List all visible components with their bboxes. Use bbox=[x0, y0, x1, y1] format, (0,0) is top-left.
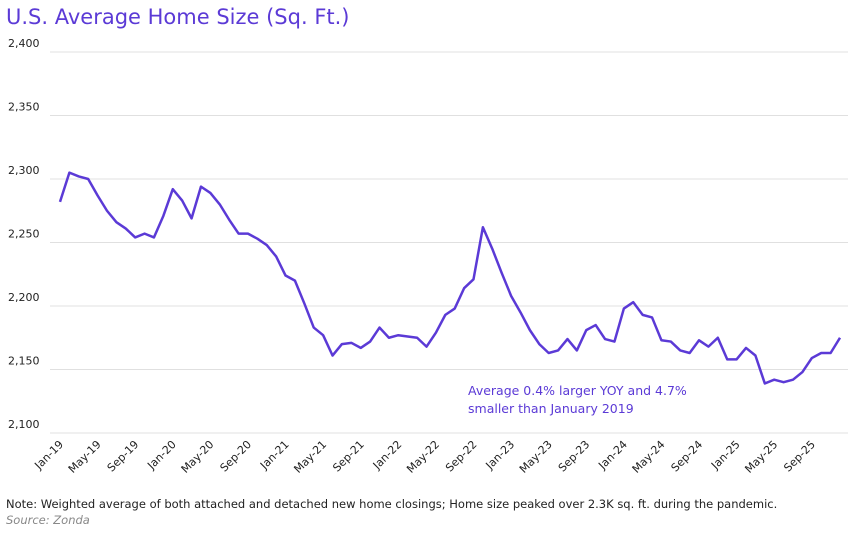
x-tick-label: Sep-22 bbox=[443, 438, 480, 475]
x-tick-label: May-21 bbox=[291, 438, 329, 476]
x-tick-label: Jan-19 bbox=[32, 438, 67, 473]
y-tick-label: 2,100 bbox=[8, 418, 40, 431]
x-tick-label: Jan-20 bbox=[144, 438, 179, 473]
x-tick-label: May-25 bbox=[742, 438, 780, 476]
note: Note: Weighted average of both attached … bbox=[6, 497, 777, 511]
line bbox=[58, 171, 842, 385]
x-tick-label: May-20 bbox=[179, 438, 217, 476]
annotation: Average 0.4% larger YOY and 4.7% bbox=[468, 383, 687, 398]
y-tick-label: 2,250 bbox=[8, 228, 40, 241]
y-tick-label: 2,150 bbox=[8, 355, 40, 368]
x-tick-label: Sep-25 bbox=[781, 438, 818, 475]
x-tick-label: Jan-24 bbox=[595, 438, 630, 473]
x-tick-label: Sep-20 bbox=[218, 438, 255, 475]
y-tick-label: 2,300 bbox=[8, 164, 40, 177]
x-tick-label: Jan-23 bbox=[483, 438, 518, 473]
y-tick-label: 2,400 bbox=[8, 37, 40, 50]
source: Source: Zonda bbox=[6, 513, 90, 527]
x-tick-label: Sep-21 bbox=[330, 438, 367, 475]
y-tick-label: 2,200 bbox=[8, 291, 40, 304]
x-tick-label: Sep-23 bbox=[556, 438, 593, 475]
x-tick-label: Sep-24 bbox=[669, 438, 706, 475]
x-tick-label: May-22 bbox=[404, 438, 442, 476]
x-tick-label: Jan-21 bbox=[257, 438, 292, 473]
y-tick-label: 2,350 bbox=[8, 101, 40, 114]
annotation: smaller than January 2019 bbox=[468, 401, 634, 416]
x-tick-label: May-19 bbox=[66, 438, 104, 476]
x-tick-label: Jan-25 bbox=[708, 438, 743, 473]
x-tick-label: May-23 bbox=[517, 438, 555, 476]
x-tick-label: Sep-19 bbox=[105, 438, 142, 475]
chart-title: U.S. Average Home Size (Sq. Ft.) bbox=[6, 5, 350, 29]
x-tick-label: May-24 bbox=[630, 438, 668, 476]
x-tick-label: Jan-22 bbox=[370, 438, 405, 473]
